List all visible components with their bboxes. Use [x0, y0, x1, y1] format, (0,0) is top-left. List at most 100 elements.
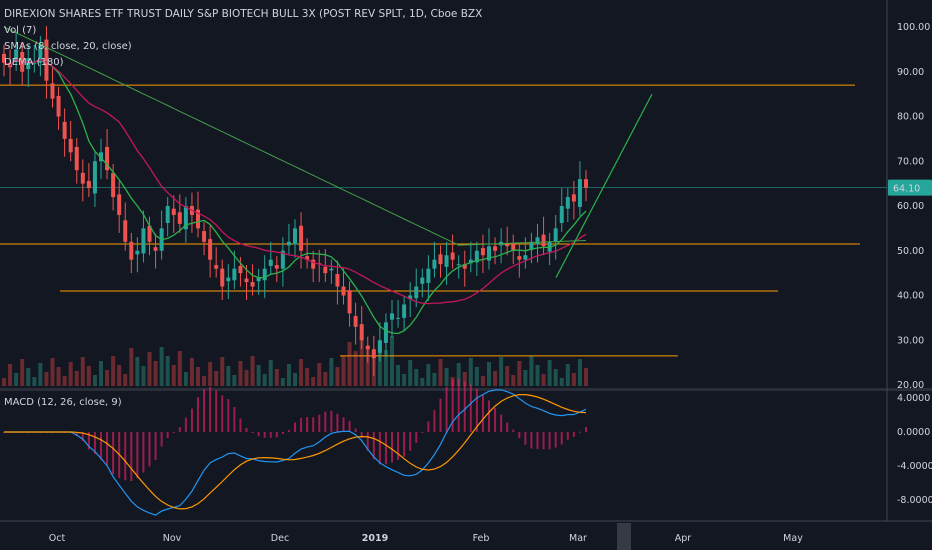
sma-fast-line [3, 58, 587, 335]
macd-histogram-bar [312, 417, 315, 432]
macd-histogram-bar [354, 428, 357, 432]
macd-line [4, 389, 587, 516]
volume-bar [584, 368, 588, 386]
candle-body [153, 247, 158, 251]
date-tick-label: Apr [675, 533, 692, 544]
macd-histogram-bar [445, 386, 448, 432]
macd-histogram-bar [585, 426, 587, 432]
candle-body [129, 241, 134, 260]
volume-bar [523, 370, 528, 386]
candle-body [111, 172, 116, 198]
macd-histogram-bar [257, 432, 260, 437]
macd-histogram-bar [112, 432, 115, 475]
trend-lines [555, 93, 653, 278]
volume-bar [317, 363, 322, 386]
volume-bar [183, 372, 188, 386]
macd-tick-label: 4.0000 [897, 393, 930, 404]
volume-bar [68, 362, 73, 386]
macd-histogram-bar [469, 384, 472, 432]
candle-body [517, 256, 522, 260]
candle-body [38, 44, 43, 63]
volume-bar [347, 342, 352, 386]
volume-bar [396, 365, 401, 386]
volume-bar [147, 352, 152, 386]
candle-body [311, 259, 316, 269]
price-tick-label: 70.00 [897, 156, 924, 167]
macd-histogram-bar [215, 390, 218, 432]
volume-bar [474, 367, 479, 386]
macd-histogram-bar [106, 432, 109, 466]
volume-bar [529, 356, 534, 386]
macd-histogram-bar [239, 418, 242, 432]
volume-bar [571, 373, 576, 386]
volume-bar [547, 360, 552, 386]
volume-bar [535, 365, 540, 386]
macd-histogram-bar [548, 432, 551, 450]
candle-body [299, 225, 304, 251]
last-price-badge [888, 179, 932, 196]
volume-bar [32, 377, 37, 386]
candle-body [493, 246, 498, 251]
candle-body [32, 62, 37, 64]
volume-bar [238, 361, 243, 386]
last-price-value: 64.10 [893, 184, 920, 195]
macd-histogram-bar [463, 381, 466, 432]
candle-body [511, 243, 516, 251]
candle-body [432, 259, 437, 269]
volume-bar [196, 367, 200, 386]
candle-body [26, 58, 31, 70]
candle-body [244, 278, 249, 283]
candle-body [68, 138, 73, 153]
volume-bar [2, 378, 6, 386]
macd-histogram-bar [372, 432, 375, 460]
indicator-volume-label[interactable]: Vol (7) [4, 25, 37, 36]
macd-histogram-bar [427, 421, 430, 432]
macd-histogram-bar [142, 432, 145, 473]
candle-body [202, 231, 207, 242]
macd-histogram-bar [391, 432, 393, 463]
volume-bar [135, 357, 140, 386]
candle-body [450, 252, 455, 260]
candle-body [335, 274, 340, 287]
volume-bar [274, 369, 279, 386]
macd-histogram-bar [294, 422, 296, 432]
indicator-macd-label[interactable]: MACD (12, 26, close, 9) [4, 397, 122, 408]
candle-body [171, 208, 176, 215]
macd-histogram-bar [130, 432, 133, 481]
volume-bar [341, 356, 346, 386]
candle-body [383, 322, 388, 343]
sma-slow-line [3, 58, 587, 305]
volume-bar [505, 366, 510, 386]
candle-body [584, 179, 588, 188]
macd-histogram-bar [100, 432, 102, 460]
volume-bar [268, 360, 273, 386]
candle-body [86, 180, 91, 189]
volume-bar [92, 375, 97, 386]
candle-body [268, 259, 273, 266]
candle-body [402, 304, 407, 318]
candle-body [487, 246, 491, 261]
volume-bar [44, 372, 49, 386]
macd-tick-label: -8.0000 [897, 495, 932, 506]
candle-body [347, 290, 352, 314]
candles [2, 26, 588, 377]
macd-histogram-bar [336, 413, 339, 432]
candle-body [444, 255, 449, 267]
candle-body [390, 313, 394, 320]
volume-bars [2, 336, 588, 386]
volume-bar [214, 371, 219, 386]
volume-bar [305, 368, 310, 386]
candle-body [462, 264, 467, 269]
indicator-dema-label[interactable]: DEMA (180) [4, 57, 64, 68]
volume-bar [153, 361, 158, 386]
price-tick-label: 80.00 [897, 112, 924, 123]
indicator-sma-label[interactable]: SMAs (8, close, 20, close) [4, 41, 132, 52]
candle-body [414, 286, 419, 299]
volume-bar [390, 336, 394, 386]
volume-bar [353, 351, 358, 386]
macd-histogram-bar [300, 417, 303, 432]
candle-body [329, 268, 334, 271]
macd-histogram-bar [366, 432, 369, 451]
